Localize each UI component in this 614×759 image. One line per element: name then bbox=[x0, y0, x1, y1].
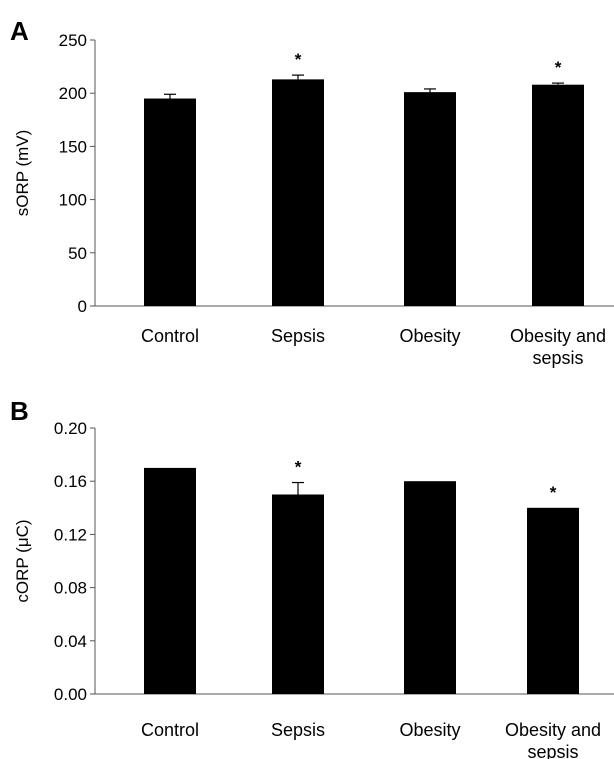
y-tick-label: 0.20 bbox=[54, 419, 87, 438]
y-tick-label: 100 bbox=[59, 191, 87, 210]
y-tick-label: 0.16 bbox=[54, 472, 87, 491]
panel-label: B bbox=[10, 396, 29, 426]
y-tick-label: 0 bbox=[78, 297, 87, 316]
bar bbox=[527, 507, 579, 694]
significance-marker: * bbox=[295, 458, 302, 477]
bar bbox=[272, 494, 324, 694]
bar bbox=[404, 481, 456, 694]
panel-b: B 0.00 0.04 0.08 0.12 0.16 0.20 cORP (μC) Contro… bbox=[10, 396, 614, 759]
x-tick-label: Obesity and bbox=[510, 326, 606, 346]
bar bbox=[272, 79, 324, 306]
x-tick-label: Control bbox=[141, 720, 199, 740]
x-tick-label: Sepsis bbox=[271, 326, 325, 346]
panel-a: A 0 50 100 150 200 250 sORP (mV) Control * Sepsis O… bbox=[10, 16, 614, 368]
bar bbox=[144, 467, 196, 694]
x-tick-label: Sepsis bbox=[271, 720, 325, 740]
x-tick-label: sepsis bbox=[527, 742, 578, 759]
y-tick-label: 250 bbox=[59, 31, 87, 50]
y-tick-label: 150 bbox=[59, 137, 87, 156]
x-tick-label: sepsis bbox=[532, 348, 583, 368]
significance-marker: * bbox=[555, 58, 562, 77]
y-axis-label: sORP (mV) bbox=[13, 130, 32, 217]
significance-marker: * bbox=[550, 483, 557, 502]
x-tick-label: Obesity bbox=[399, 720, 460, 740]
y-tick-label: 200 bbox=[59, 84, 87, 103]
y-tick-label: 50 bbox=[68, 244, 87, 263]
y-tick-label: 0.12 bbox=[54, 525, 87, 544]
x-tick-label: Obesity and bbox=[505, 720, 601, 740]
bar bbox=[404, 92, 456, 306]
y-tick-label: 0.00 bbox=[54, 685, 87, 704]
y-tick-label: 0.08 bbox=[54, 579, 87, 598]
y-tick-label: 0.04 bbox=[54, 632, 87, 651]
x-tick-label: Obesity bbox=[399, 326, 460, 346]
y-axis-label: cORP (μC) bbox=[13, 519, 32, 602]
bar bbox=[532, 84, 584, 306]
bar bbox=[144, 98, 196, 307]
x-tick-label: Control bbox=[141, 326, 199, 346]
panel-label: A bbox=[10, 16, 29, 46]
significance-marker: * bbox=[295, 50, 302, 69]
